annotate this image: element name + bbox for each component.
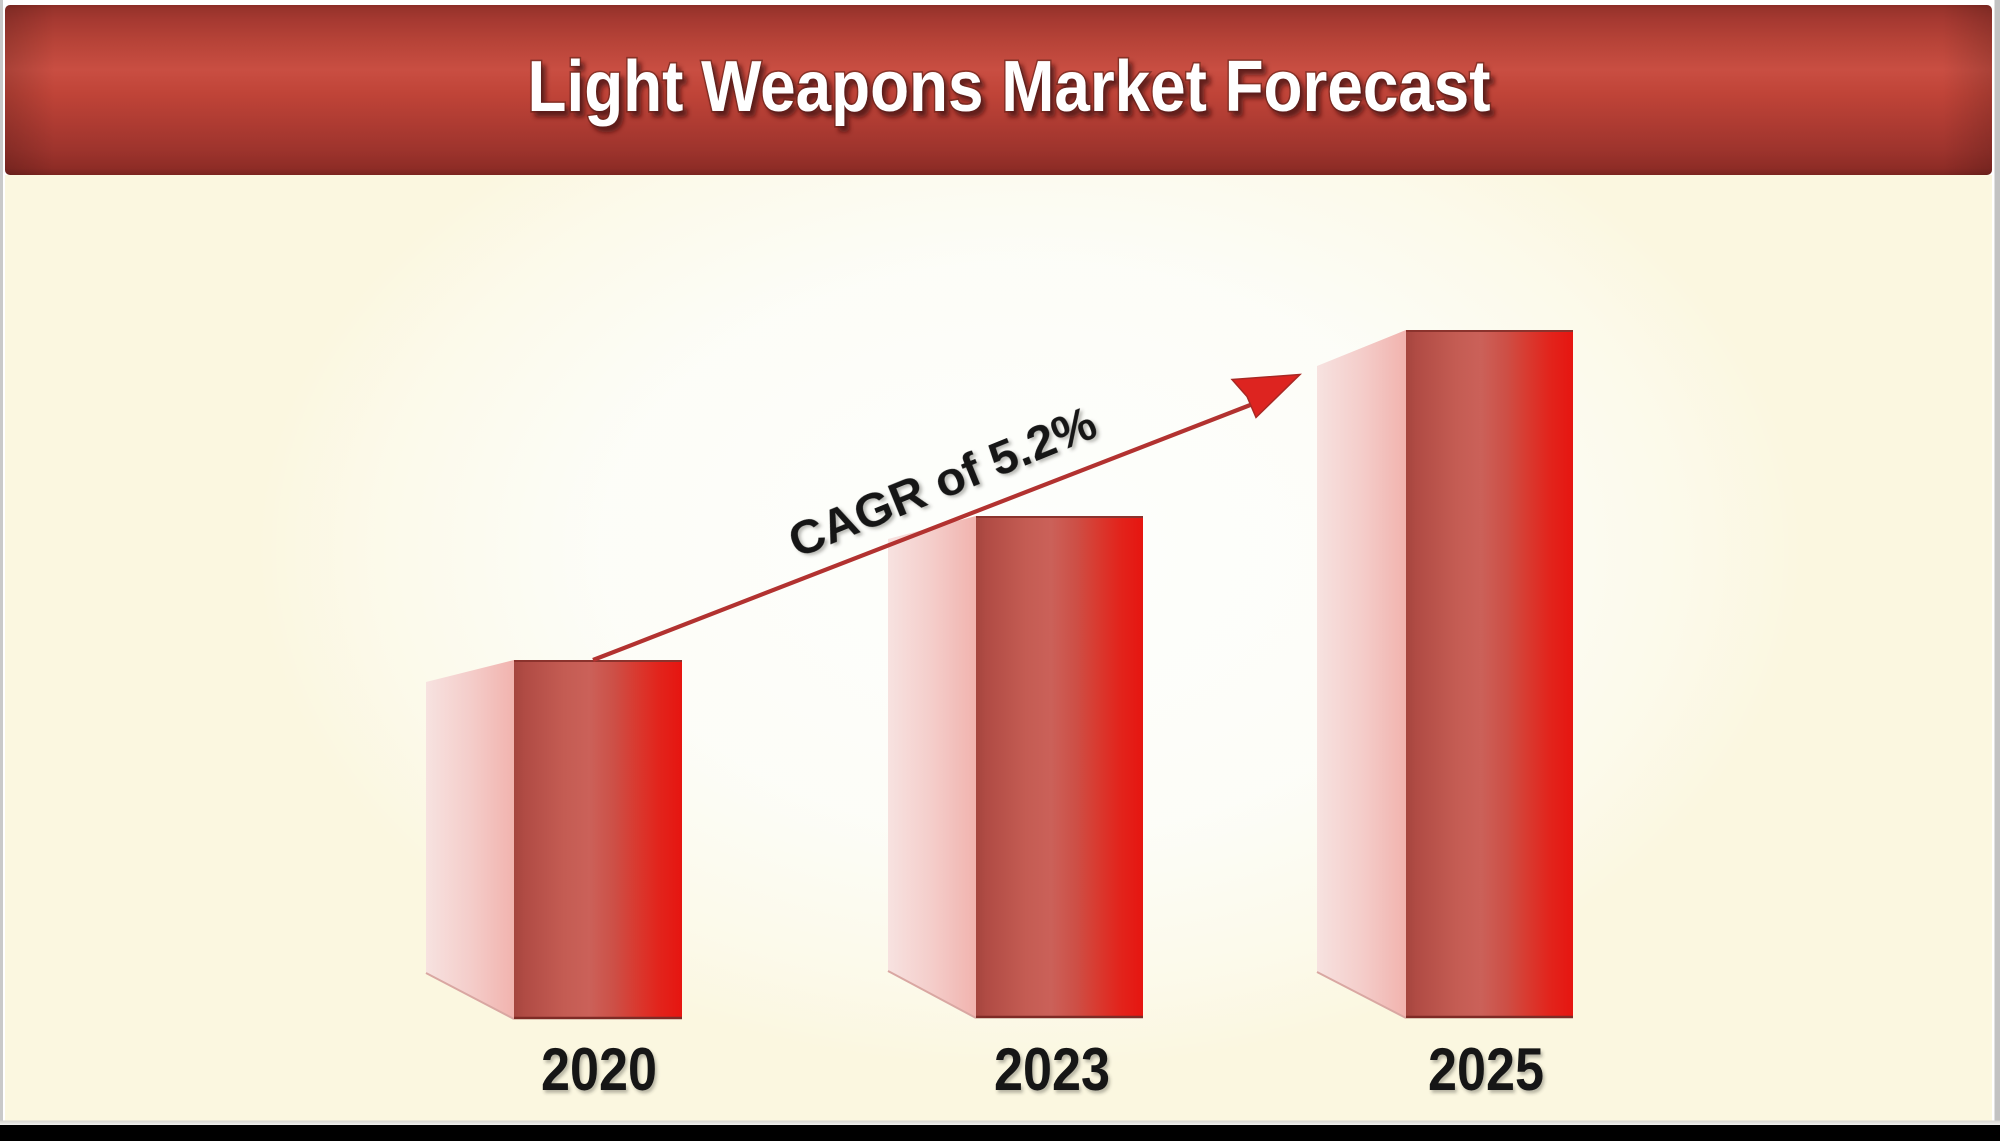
svg-text:2023: 2023 xyxy=(994,1036,1110,1103)
svg-text:Light Weapons Market Forecast: Light Weapons Market Forecast xyxy=(528,47,1491,127)
svg-text:2025: 2025 xyxy=(1428,1036,1544,1103)
svg-text:2020: 2020 xyxy=(541,1036,657,1103)
